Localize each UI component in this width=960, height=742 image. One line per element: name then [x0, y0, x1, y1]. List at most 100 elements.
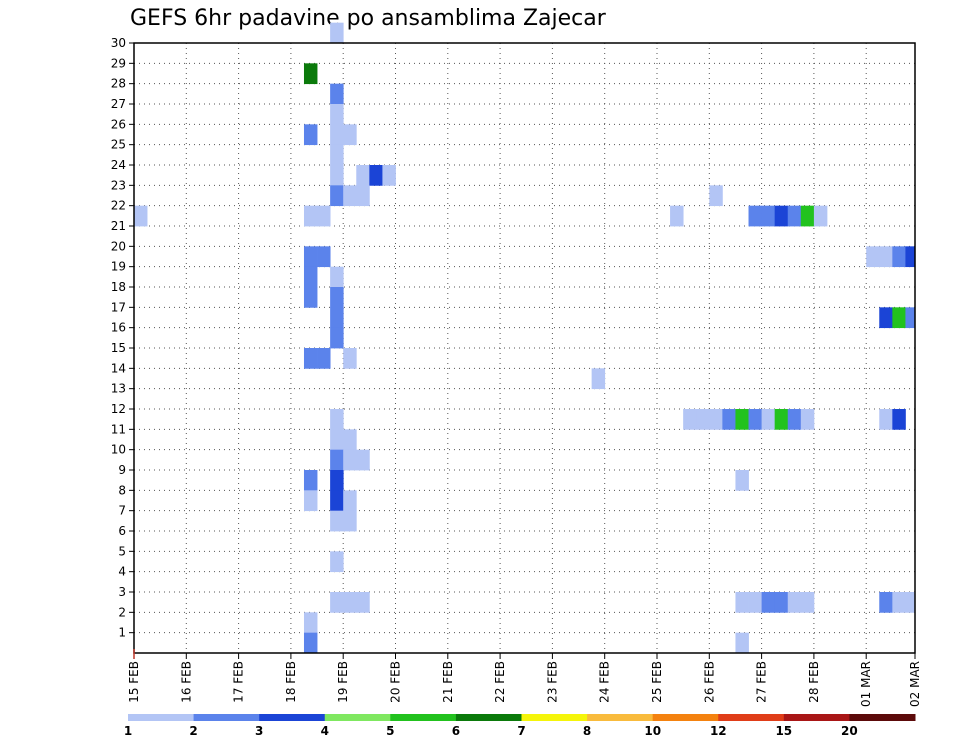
legend-label: 5 — [386, 724, 394, 738]
precip-cell — [317, 205, 331, 227]
precip-cell — [748, 205, 762, 227]
legend-swatch — [849, 714, 916, 721]
precip-cell — [892, 592, 906, 613]
precip-cell — [343, 185, 357, 207]
precip-cell — [813, 205, 828, 227]
legend-swatch — [193, 714, 260, 721]
x-tick-label: 15 FEB — [127, 661, 141, 703]
precip-cell — [330, 144, 344, 166]
precip-cell — [709, 185, 723, 207]
legend-label: 2 — [189, 724, 197, 738]
precip-cell — [369, 165, 383, 186]
x-tick-label: 25 FEB — [650, 661, 664, 703]
precip-cell — [735, 632, 749, 654]
precip-cell — [343, 124, 357, 146]
x-tick-label: 21 FEB — [441, 661, 455, 703]
y-tick-label: 25 — [111, 138, 126, 152]
precip-cell — [356, 185, 370, 207]
precip-cell — [330, 551, 344, 573]
precip-cell — [134, 205, 148, 227]
legend-label: 1 — [124, 724, 132, 738]
y-tick-label: 7 — [118, 504, 126, 518]
precip-cell — [670, 205, 684, 227]
legend-label: 6 — [452, 724, 460, 738]
y-tick-label: 14 — [111, 361, 126, 375]
y-tick-label: 21 — [111, 219, 126, 233]
y-tick-label: 17 — [111, 300, 126, 314]
precip-cell — [303, 124, 318, 146]
y-tick-label: 20 — [111, 239, 126, 253]
y-tick-label: 24 — [111, 158, 126, 172]
precip-cell — [892, 246, 906, 268]
y-tick-label: 18 — [111, 280, 126, 294]
y-tick-label: 6 — [118, 524, 126, 538]
x-tick-label: 22 FEB — [493, 661, 507, 703]
precip-cell — [330, 429, 344, 451]
precip-cell — [735, 592, 749, 613]
precip-cell — [800, 205, 815, 227]
precip-cell — [761, 592, 776, 613]
precip-cells — [134, 22, 915, 654]
precip-cell — [330, 327, 344, 349]
precip-cell — [683, 409, 697, 430]
y-tick-label: 11 — [111, 422, 126, 436]
legend-label: 8 — [583, 724, 591, 738]
y-tick-label: 8 — [118, 483, 126, 497]
precip-cell — [303, 287, 318, 308]
y-tick-label: 16 — [111, 321, 126, 335]
precip-cell — [905, 592, 915, 613]
precip-cell — [905, 307, 915, 329]
legend-label: 10 — [644, 724, 661, 738]
precip-cell — [330, 165, 344, 186]
precip-cell — [761, 409, 776, 430]
precip-cell — [696, 409, 710, 430]
precip-cell — [879, 409, 893, 430]
precip-cell — [800, 592, 815, 613]
y-tick-label: 13 — [111, 382, 126, 396]
precip-cell — [591, 368, 606, 390]
precip-cell — [330, 470, 344, 491]
x-tick-label: 18 FEB — [284, 661, 298, 703]
precip-cell — [330, 490, 344, 512]
x-tick-label: 24 FEB — [598, 661, 612, 703]
precip-cell — [317, 348, 331, 369]
x-tick-label: 28 FEB — [807, 661, 821, 703]
y-tick-label: 3 — [118, 585, 126, 599]
y-tick-label: 5 — [118, 544, 126, 558]
precip-cell — [892, 307, 906, 329]
precip-cell — [761, 205, 776, 227]
y-tick-label: 27 — [111, 97, 126, 111]
precip-cell — [892, 409, 906, 430]
y-tick-label: 10 — [111, 443, 126, 457]
precip-cell — [330, 409, 344, 430]
legend-swatch — [390, 714, 457, 721]
x-tick-label: 16 FEB — [179, 661, 193, 703]
precip-cell — [774, 592, 789, 613]
y-tick-label: 26 — [111, 117, 126, 131]
precip-cell — [303, 205, 318, 227]
legend-swatch — [652, 714, 719, 721]
precip-cell — [303, 348, 318, 369]
precip-cell — [800, 409, 815, 430]
legend-label: 3 — [255, 724, 263, 738]
precip-cell — [343, 348, 357, 369]
x-tick-label: 19 FEB — [336, 661, 350, 703]
y-tick-label: 15 — [111, 341, 126, 355]
precip-cell — [303, 632, 318, 654]
legend-swatch — [783, 714, 850, 721]
precip-cell — [866, 246, 880, 268]
precip-cell — [356, 592, 370, 613]
x-axis-ticks: 15 FEB 16 FEB 17 FEB 18 FEB 19 FEB 20 FEB 21 F… — [127, 649, 922, 707]
precip-cell — [382, 165, 396, 186]
precip-cell — [343, 592, 357, 613]
precip-cell — [356, 165, 370, 186]
legend-swatch — [718, 714, 785, 721]
legend-label: 15 — [775, 724, 792, 738]
precip-cell — [303, 470, 318, 491]
precip-cell — [735, 409, 749, 430]
legend-swatch — [324, 714, 391, 721]
y-axis-ticks: 1234567891011121314151617181920212223242… — [111, 36, 134, 640]
precip-cell — [303, 490, 318, 512]
y-tick-label: 30 — [111, 36, 126, 50]
